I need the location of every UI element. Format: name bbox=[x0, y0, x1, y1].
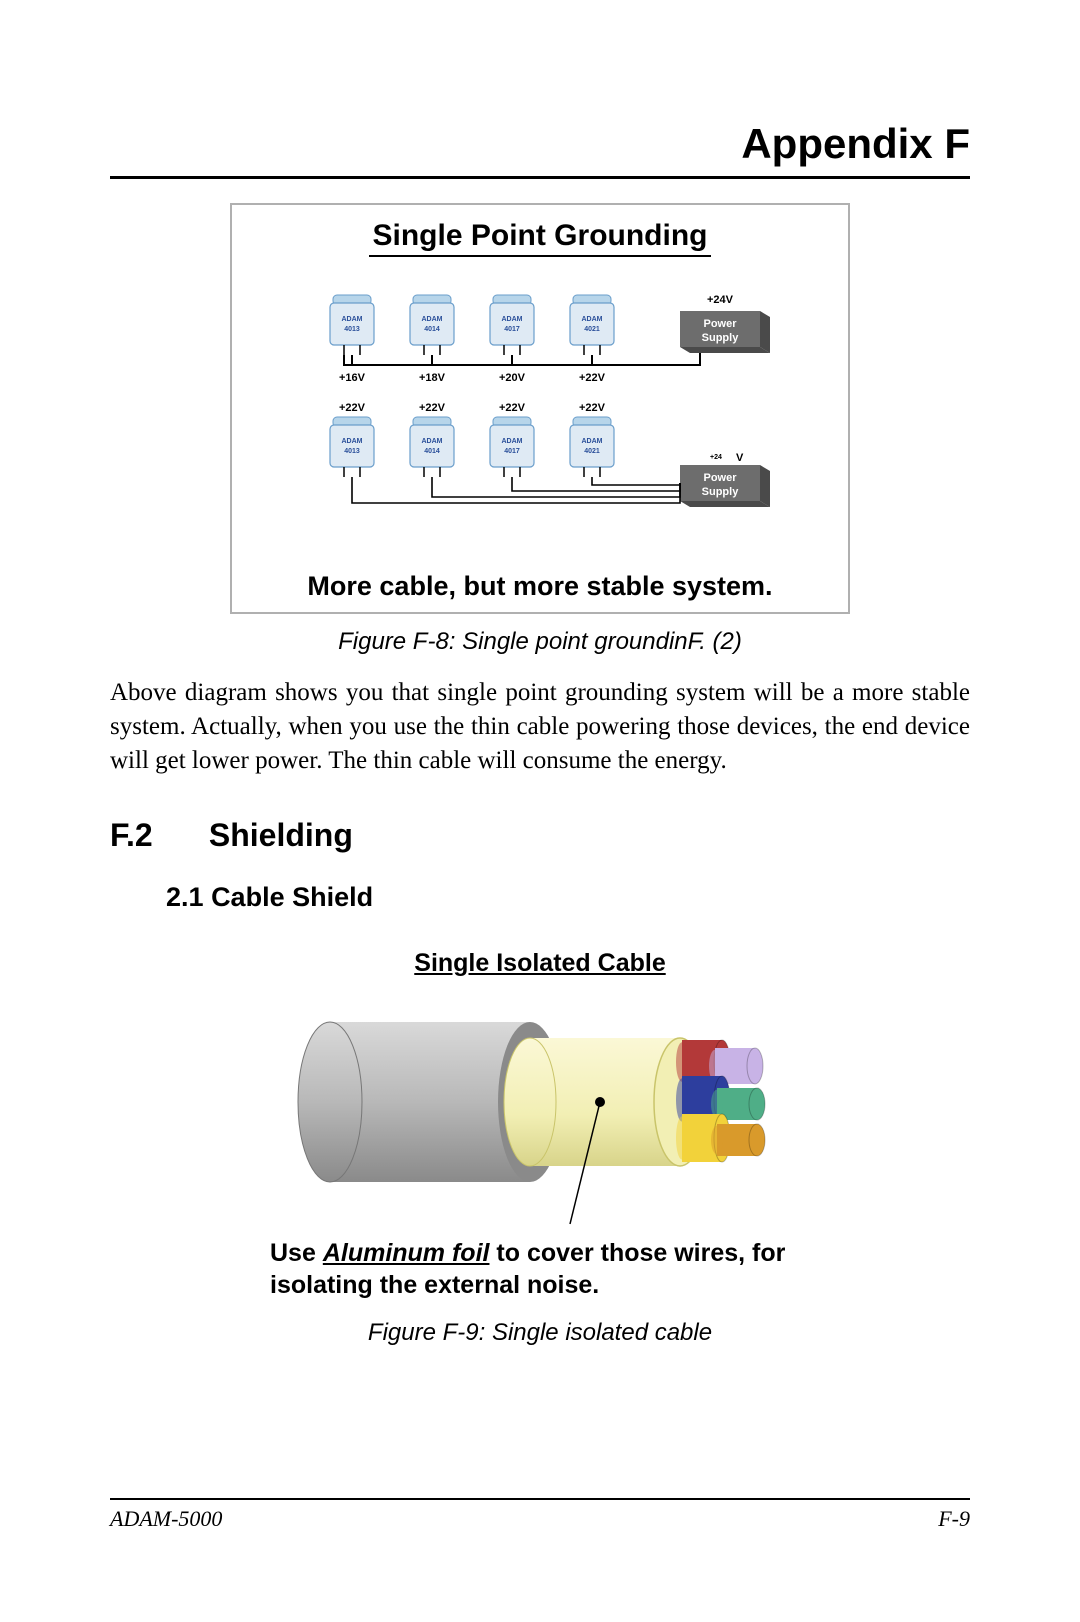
svg-text:4014: 4014 bbox=[424, 448, 440, 455]
desc-pre: Use bbox=[270, 1239, 323, 1267]
svg-text:Power: Power bbox=[703, 318, 737, 330]
svg-text:4014: 4014 bbox=[424, 326, 440, 333]
svg-text:ADAM: ADAM bbox=[582, 438, 603, 445]
svg-text:+22V: +22V bbox=[579, 372, 606, 384]
svg-text:+16V: +16V bbox=[339, 372, 366, 384]
svg-text:ADAM: ADAM bbox=[502, 316, 523, 323]
svg-text:+20V: +20V bbox=[499, 372, 526, 384]
svg-text:+22V: +22V bbox=[419, 402, 446, 414]
figure-f9-description: Use Aluminum foil to cover those wires, … bbox=[270, 1238, 810, 1301]
footer-right: F-9 bbox=[938, 1506, 970, 1532]
section-number: F.2 bbox=[110, 817, 200, 854]
svg-text:Supply: Supply bbox=[702, 486, 740, 498]
footer-left: ADAM-5000 bbox=[110, 1506, 222, 1532]
figure-f8-bottom-text: More cable, but more stable system. bbox=[244, 571, 836, 602]
svg-text:ADAM: ADAM bbox=[502, 438, 523, 445]
svg-text:+22V: +22V bbox=[499, 402, 526, 414]
grounding-diagram: ADAM 4013 ADAM 4014 ADAM 4017 ADAM 4021 +16V +18V… bbox=[260, 285, 820, 565]
svg-text:4013: 4013 bbox=[344, 448, 360, 455]
figure-f9-caption: Figure F-9: Single isolated cable bbox=[110, 1319, 970, 1347]
svg-text:+24: +24 bbox=[710, 454, 722, 461]
page-footer: ADAM-5000 F-9 bbox=[110, 1498, 970, 1532]
figure-f8-box: Single Point Grounding ADAM4013ADAM4014A… bbox=[230, 203, 850, 614]
svg-text:+22V: +22V bbox=[339, 402, 366, 414]
svg-text:+22V: +22V bbox=[579, 402, 606, 414]
svg-text:Power: Power bbox=[703, 472, 737, 484]
figure-f8-caption: Figure F-8: Single point groundinF. (2) bbox=[110, 628, 970, 656]
svg-text:4013: 4013 bbox=[344, 326, 360, 333]
desc-foil: Aluminum foil bbox=[323, 1239, 490, 1267]
svg-text:ADAM: ADAM bbox=[422, 438, 443, 445]
appendix-title: Appendix F bbox=[110, 120, 970, 179]
svg-text:Supply: Supply bbox=[702, 332, 740, 344]
svg-text:ADAM: ADAM bbox=[422, 316, 443, 323]
subsection-title: Cable Shield bbox=[211, 882, 373, 912]
body-paragraph: Above diagram shows you that single poin… bbox=[110, 676, 970, 777]
figure-f9-title: Single Isolated Cable bbox=[110, 949, 970, 978]
cable-diagram bbox=[270, 992, 810, 1232]
svg-text:ADAM: ADAM bbox=[342, 316, 363, 323]
svg-text:4017: 4017 bbox=[504, 448, 520, 455]
svg-text:+24V: +24V bbox=[707, 294, 734, 306]
figure-f8-title: Single Point Grounding bbox=[369, 219, 712, 257]
svg-text:ADAM: ADAM bbox=[582, 316, 603, 323]
svg-text:4021: 4021 bbox=[584, 326, 600, 333]
svg-text:ADAM: ADAM bbox=[342, 438, 363, 445]
svg-text:+18V: +18V bbox=[419, 372, 446, 384]
subsection-number: 2.1 bbox=[166, 882, 204, 912]
svg-text:4021: 4021 bbox=[584, 448, 600, 455]
subsection-heading: 2.1 Cable Shield bbox=[166, 882, 970, 913]
svg-text:V: V bbox=[736, 452, 744, 464]
section-heading: F.2 Shielding bbox=[110, 817, 970, 854]
section-title: Shielding bbox=[209, 817, 353, 853]
svg-text:4017: 4017 bbox=[504, 326, 520, 333]
